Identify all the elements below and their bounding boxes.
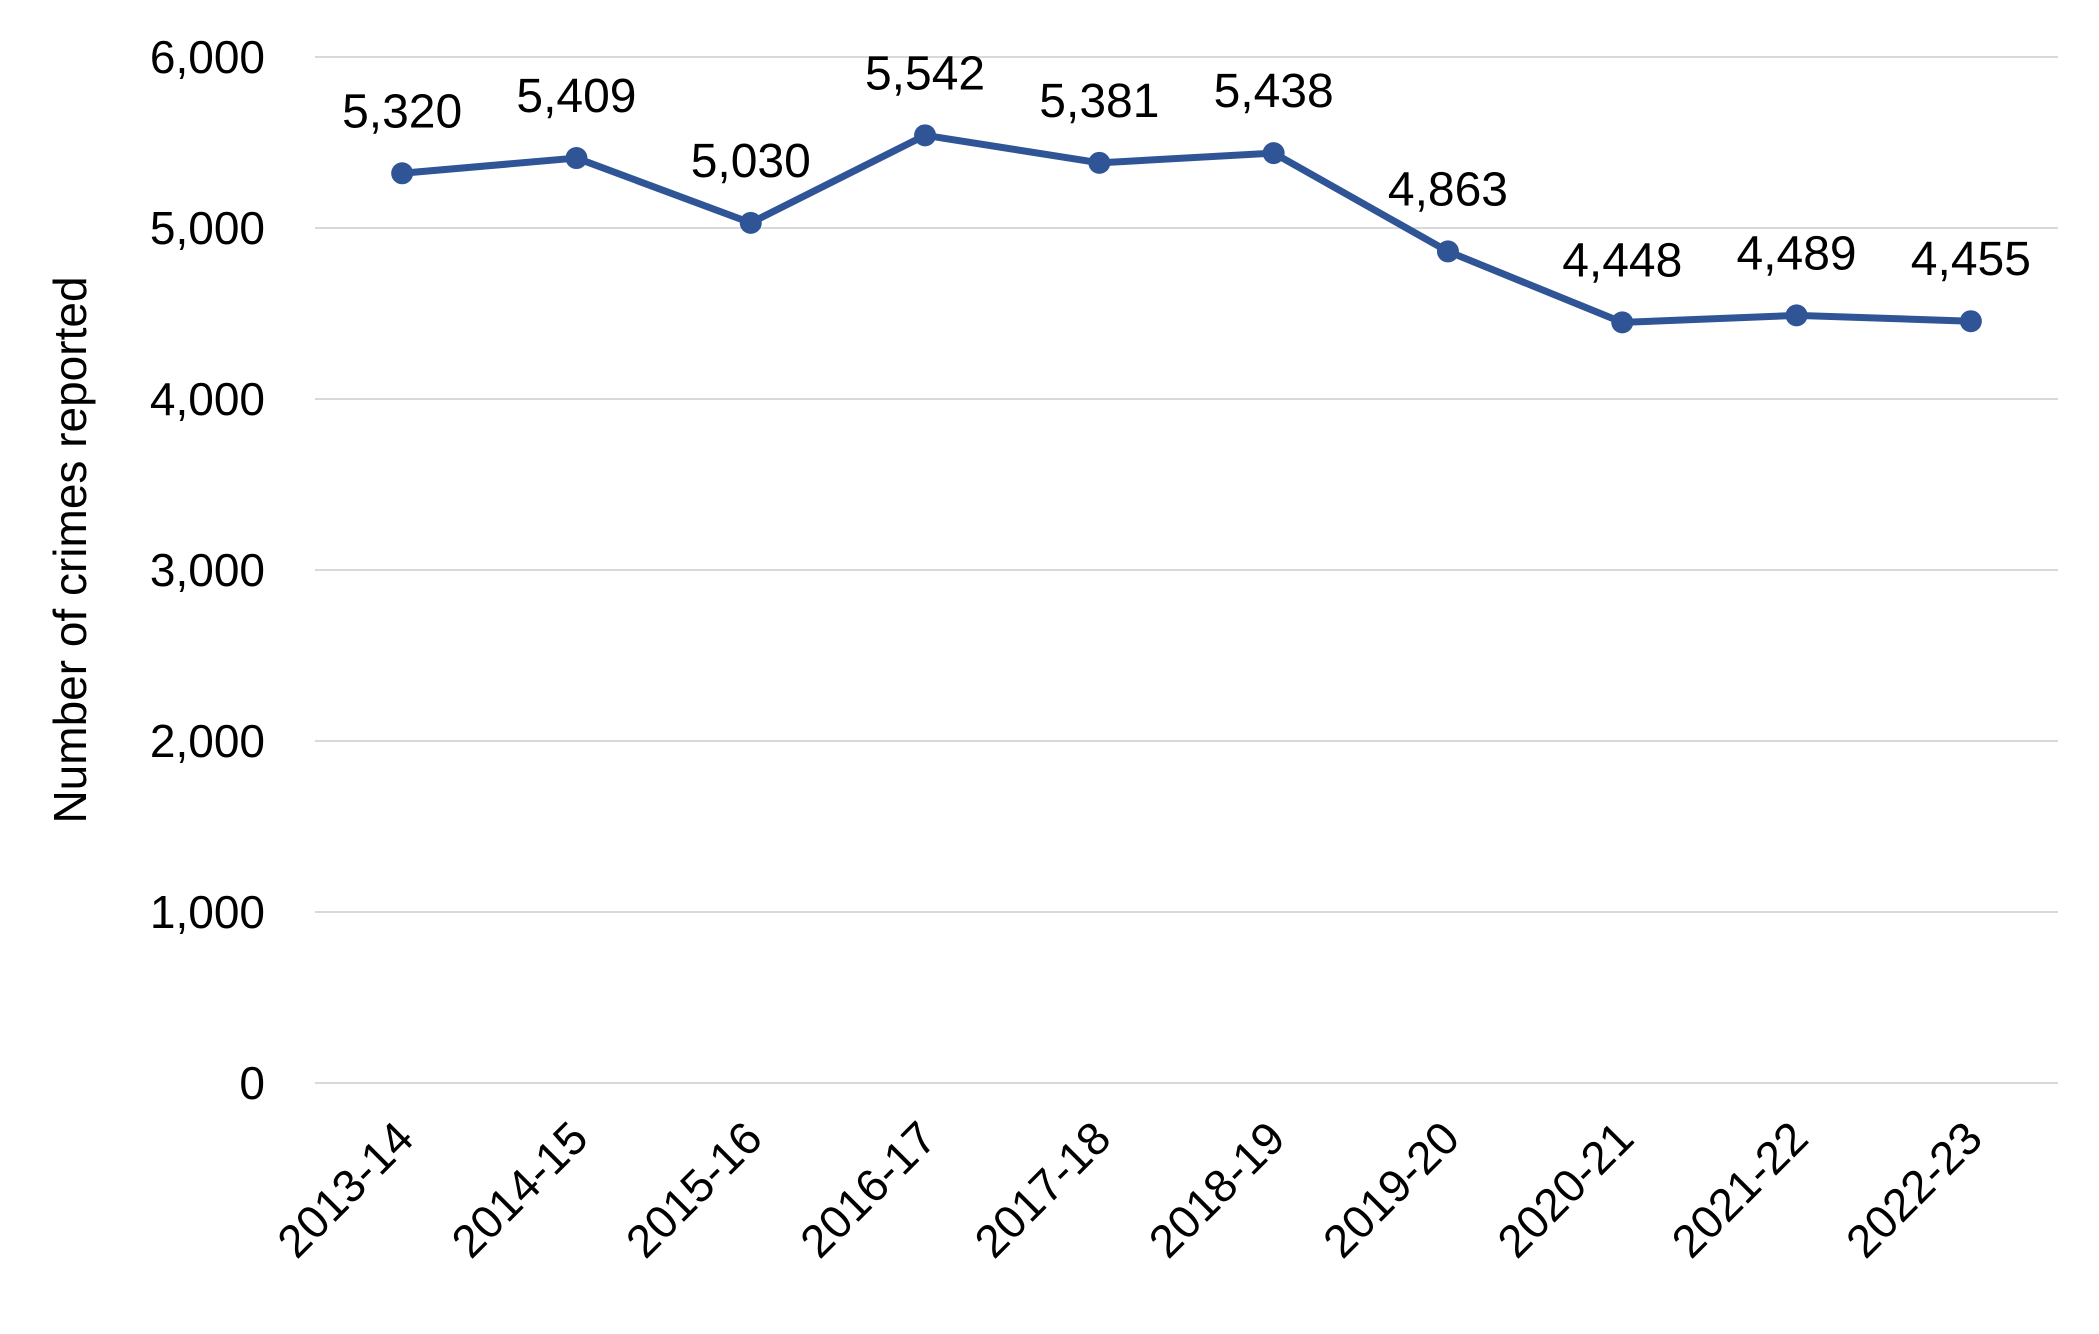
data-label: 4,448: [1562, 234, 1682, 287]
data-label: 5,381: [1039, 75, 1159, 128]
series-crimes-reported: [391, 124, 1982, 334]
data-point: [739, 211, 762, 234]
data-point: [1436, 240, 1459, 263]
data-point: [1088, 151, 1111, 174]
y-axis-title: Number of crimes reported: [44, 276, 96, 823]
data-point: [1959, 310, 1982, 333]
x-tick-label: 2015-16: [616, 1111, 772, 1267]
data-label: 5,542: [865, 47, 985, 100]
data-point: [565, 147, 588, 170]
data-label: 4,455: [1911, 233, 2031, 286]
y-tick-label: 2,000: [150, 715, 265, 767]
x-tick-label: 2019-20: [1313, 1111, 1469, 1267]
data-label: 4,863: [1388, 163, 1508, 216]
y-tick-label: 1,000: [150, 886, 265, 938]
series-line: [398, 131, 1975, 326]
x-tick-label: 2013-14: [267, 1111, 423, 1267]
data-point: [391, 162, 414, 185]
data-point: [1262, 142, 1285, 165]
data-point: [1785, 304, 1808, 327]
data-label: 5,438: [1214, 65, 1334, 118]
y-tick-label: 3,000: [150, 544, 265, 596]
data-label: 5,409: [516, 70, 636, 123]
y-tick-label: 4,000: [150, 373, 265, 425]
data-label: 4,489: [1736, 227, 1856, 280]
x-tick-label: 2018-19: [1139, 1111, 1295, 1267]
x-tick-label: 2017-18: [964, 1111, 1120, 1267]
data-point: [914, 124, 937, 147]
y-tick-label: 6,000: [150, 31, 265, 83]
x-tick-label: 2016-17: [790, 1111, 946, 1267]
x-axis-ticks: 2013-14 2014-15 2015-16 2016-17 2017-18 2018-…: [267, 1111, 1992, 1267]
x-tick-label: 2020-21: [1487, 1111, 1643, 1267]
x-tick-label: 2022-23: [1836, 1111, 1992, 1267]
y-axis-ticks: 0 1,000 2,000 3,000 4,000 5,000 6,000: [150, 31, 265, 1109]
data-label: 5,030: [691, 135, 811, 188]
x-tick-label: 2014-15: [441, 1111, 597, 1267]
y-tick-label: 0: [239, 1057, 265, 1109]
data-label: 5,320: [342, 85, 462, 138]
data-point: [1611, 311, 1634, 334]
data-labels: 5,320 5,409 5,030 5,542 5,381 5,438 4,863 4,448…: [342, 47, 2031, 287]
y-tick-label: 5,000: [150, 202, 265, 254]
x-tick-label: 2021-22: [1661, 1111, 1817, 1267]
gridlines: [315, 56, 2058, 1084]
